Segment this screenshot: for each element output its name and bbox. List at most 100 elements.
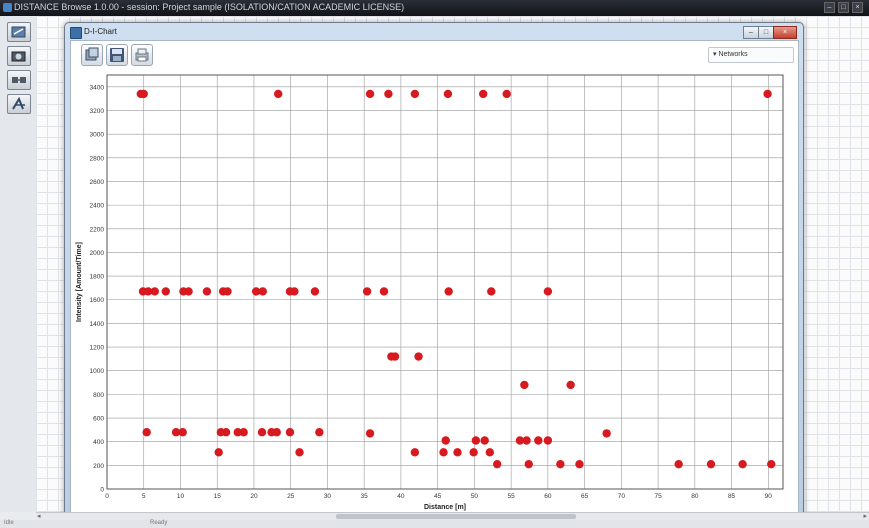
print-button[interactable] <box>131 44 153 66</box>
data-point[interactable] <box>161 287 170 296</box>
data-point[interactable] <box>410 89 420 99</box>
scroll-left-icon[interactable]: ◂ <box>37 513 41 520</box>
app-minimize-button[interactable]: – <box>824 2 835 13</box>
data-point[interactable] <box>441 436 450 445</box>
data-point[interactable] <box>285 428 295 437</box>
data-point[interactable] <box>362 287 372 296</box>
d-i-chart-window: D-I-Chart – □ × ▾ Networks 0 5 10 15 20 25 30 3… <box>64 22 804 520</box>
data-point[interactable] <box>221 428 231 437</box>
data-point[interactable] <box>763 89 772 99</box>
data-point[interactable] <box>315 428 324 437</box>
data-point[interactable] <box>524 459 533 469</box>
data-point[interactable] <box>706 459 716 469</box>
data-point[interactable] <box>534 436 543 445</box>
data-point[interactable] <box>178 428 187 437</box>
x-tick-label: 75 <box>654 493 662 500</box>
left-toolbar <box>0 16 37 512</box>
data-point[interactable] <box>543 287 553 296</box>
data-point[interactable] <box>239 428 248 437</box>
networks-dropdown[interactable]: ▾ Networks <box>708 47 794 63</box>
data-point[interactable] <box>202 287 212 296</box>
scrollbar-thumb[interactable] <box>336 514 576 519</box>
data-point[interactable] <box>480 436 489 445</box>
data-point[interactable] <box>479 89 488 99</box>
pen-tool-button[interactable] <box>7 94 31 114</box>
data-point[interactable] <box>444 287 453 296</box>
horizontal-scrollbar[interactable]: ◂ ▸ <box>36 512 869 521</box>
data-point[interactable] <box>410 448 420 457</box>
save-icon <box>110 48 124 62</box>
network-tool-button[interactable] <box>7 22 31 42</box>
data-point[interactable] <box>767 459 776 469</box>
x-tick-label: 5 <box>142 493 146 500</box>
data-point[interactable] <box>251 287 261 296</box>
data-point[interactable] <box>575 459 584 469</box>
data-point[interactable] <box>390 352 400 361</box>
data-point[interactable] <box>414 352 423 361</box>
y-tick-label: 0 <box>100 487 104 494</box>
data-point[interactable] <box>485 448 495 457</box>
data-point[interactable] <box>139 89 148 99</box>
data-point[interactable] <box>214 448 223 457</box>
data-point[interactable] <box>142 428 151 437</box>
app-close-button[interactable]: × <box>852 2 863 13</box>
y-tick-label: 600 <box>93 416 104 423</box>
y-tick-label: 1400 <box>90 321 105 328</box>
data-point[interactable] <box>365 429 375 438</box>
pen-tool-icon <box>12 97 25 110</box>
data-point[interactable] <box>171 428 181 437</box>
chart-minimize-button[interactable]: – <box>743 26 759 39</box>
data-point[interactable] <box>272 428 281 437</box>
data-point[interactable] <box>556 459 565 469</box>
zoom-button[interactable] <box>81 44 103 66</box>
data-point[interactable] <box>471 436 481 445</box>
x-tick-label: 45 <box>434 493 442 500</box>
data-point[interactable] <box>274 89 283 99</box>
y-tick-label: 2000 <box>90 250 105 257</box>
data-point[interactable] <box>290 287 299 296</box>
data-point[interactable] <box>543 436 553 445</box>
data-point[interactable] <box>223 287 232 296</box>
data-point[interactable] <box>566 380 575 390</box>
data-point[interactable] <box>502 89 511 99</box>
data-point[interactable] <box>143 287 153 296</box>
x-tick-label: 15 <box>214 493 222 500</box>
chart-maximize-button[interactable]: □ <box>758 26 774 39</box>
data-point[interactable] <box>310 287 320 296</box>
x-tick-label: 20 <box>250 493 258 500</box>
data-point[interactable] <box>184 287 193 296</box>
data-point[interactable] <box>453 448 462 457</box>
y-tick-label: 2800 <box>90 155 105 162</box>
data-point[interactable] <box>738 459 747 469</box>
camera-tool-button[interactable] <box>7 46 31 66</box>
data-point[interactable] <box>492 459 502 469</box>
x-tick-label: 0 <box>105 493 109 500</box>
data-point[interactable] <box>384 89 393 99</box>
data-point[interactable] <box>520 380 529 390</box>
data-point[interactable] <box>487 287 496 296</box>
data-point[interactable] <box>469 448 478 457</box>
y-tick-label: 800 <box>93 392 104 399</box>
data-point[interactable] <box>365 89 375 99</box>
data-point[interactable] <box>258 287 267 296</box>
data-point[interactable] <box>439 448 448 457</box>
data-point[interactable] <box>379 287 389 296</box>
data-point[interactable] <box>515 436 525 445</box>
data-point[interactable] <box>257 428 267 437</box>
data-point[interactable] <box>522 436 531 445</box>
data-point[interactable] <box>233 428 242 437</box>
data-point[interactable] <box>150 287 159 296</box>
nodes-tool-button[interactable] <box>7 70 31 90</box>
scroll-right-icon[interactable]: ▸ <box>863 513 867 520</box>
data-point[interactable] <box>295 448 304 457</box>
nodes-tool-icon <box>12 77 26 83</box>
x-tick-label: 80 <box>691 493 699 500</box>
data-point[interactable] <box>674 459 683 469</box>
data-point[interactable] <box>602 429 611 438</box>
y-tick-label: 2600 <box>90 179 105 186</box>
chart-close-button[interactable]: × <box>773 26 797 39</box>
save-button[interactable] <box>106 44 128 66</box>
app-maximize-button[interactable]: □ <box>838 2 849 13</box>
data-point[interactable] <box>443 89 453 99</box>
app-logo-icon <box>3 3 12 12</box>
